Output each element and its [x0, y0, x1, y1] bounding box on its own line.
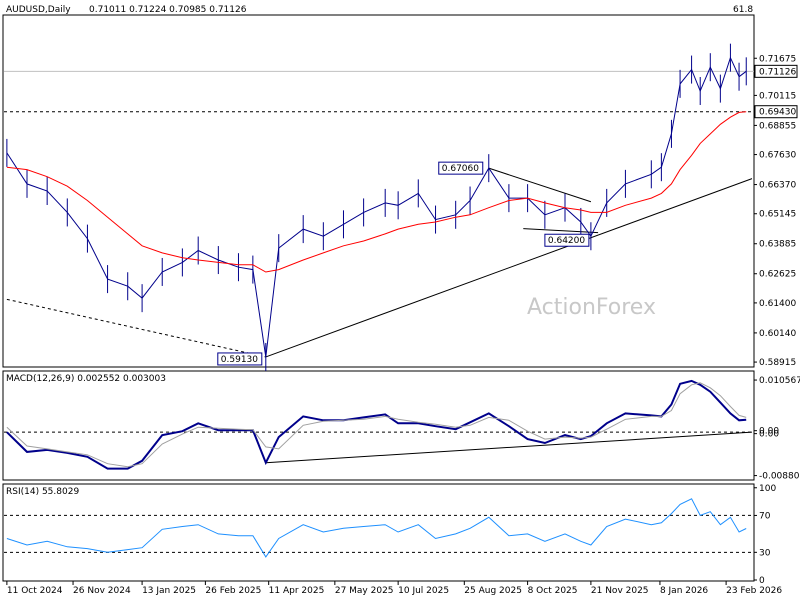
macd-series-line-1 [6, 382, 747, 468]
macd-ytick-label: -0.008808 [759, 472, 800, 482]
macd-ytick-label: 0.010567 [759, 376, 800, 386]
x-tick-label: 27 May 2025 [335, 586, 394, 596]
price-ytick-label: 0.66370 [759, 181, 796, 191]
price-price-tag-box [754, 105, 798, 119]
price-ytick-label: 0.65145 [759, 210, 796, 220]
ohlc-label: 0.71011 0.71224 0.70985 0.71126 [89, 5, 247, 15]
symbol-label: AUDUSD,Daily [6, 5, 71, 15]
rsi-ytick-label: 70 [759, 511, 771, 521]
price-annotation: 0.59130 [221, 355, 258, 365]
price-annotation-box [544, 233, 590, 247]
macd-series-line-0 [6, 379, 747, 470]
price-series-line-1 [6, 111, 747, 273]
price-ytick-label: 0.67630 [759, 151, 796, 161]
rsi-pane [2, 483, 755, 582]
x-tick-label: 13 Jan 2025 [142, 586, 196, 596]
x-tick-label: 11 Oct 2024 [7, 586, 63, 596]
price-annotation: 0.67060 [442, 164, 479, 174]
price-ytick-label: 0.60140 [759, 329, 796, 339]
x-tick-label: 21 Nov 2025 [591, 586, 649, 596]
watermark: ActionForex [527, 295, 656, 320]
price-ytick-label: 0.71675 [759, 54, 796, 64]
price-price-tag: 0.69430 [759, 108, 796, 118]
price-ytick-label: 0.61400 [759, 299, 796, 309]
macd-title: MACD(12,26,9) 0.002552 0.003003 [6, 374, 166, 384]
rsi-title: RSI(14) 55.8029 [6, 487, 79, 497]
price-trendline-3 [523, 228, 599, 234]
macd-trendline-0 [265, 431, 753, 464]
rsi-ytick-label: 100 [759, 484, 776, 494]
x-axis: 11 Oct 2024 26 Nov 2024 13 Jan 2025 26 Feb … [6, 581, 782, 596]
price-ytick-label: 0.68855 [759, 121, 796, 131]
price-series-line-0 [6, 56, 747, 358]
rsi-layer: 100 70 30 0 [4, 484, 776, 586]
price-price-tag-box [754, 64, 798, 78]
rsi-ytick-label: 30 [759, 548, 771, 558]
price-price-tag: 0.71126 [759, 67, 796, 77]
price-trendline-2 [488, 167, 592, 203]
macd-ytick-label: 0.00 [759, 430, 779, 440]
x-tick-label: 26 Nov 2024 [73, 586, 131, 596]
price-pane [2, 14, 755, 368]
price-trendline-1 [265, 178, 753, 358]
x-tick-label: 26 Feb 2025 [205, 586, 261, 596]
rsi-ytick-label: 0 [759, 576, 765, 586]
price-trendline-0 [6, 298, 266, 358]
price-annotation: 0.64200 [548, 236, 585, 246]
price-ytick-label: 0.70115 [759, 91, 796, 101]
x-tick-label: 10 Jul 2025 [398, 586, 449, 596]
macd-ytick-label: 0.00 [759, 427, 779, 437]
macd-pane [2, 370, 755, 481]
price-ytick-label: 0.63885 [759, 240, 796, 250]
price-layer: 0.71675 0.71126 0.70115 0.68855 0.67630 0.663… [4, 5, 798, 371]
x-tick-label: 8 Oct 2025 [528, 586, 578, 596]
price-annotation-box [217, 352, 263, 366]
rsi-series-line-0 [6, 498, 747, 558]
x-tick-label: 25 Aug 2025 [464, 586, 522, 596]
fib-level-label: 61.8 [733, 5, 753, 15]
x-tick-label: 8 Jan 2026 [660, 586, 708, 596]
price-ytick-label: 0.58915 [759, 358, 796, 368]
price-ytick-label: 0.62625 [759, 270, 796, 280]
x-tick-label: 23 Feb 2026 [726, 586, 782, 596]
x-tick-label: 11 Apr 2025 [269, 586, 325, 596]
price-annotation-box [438, 161, 484, 175]
